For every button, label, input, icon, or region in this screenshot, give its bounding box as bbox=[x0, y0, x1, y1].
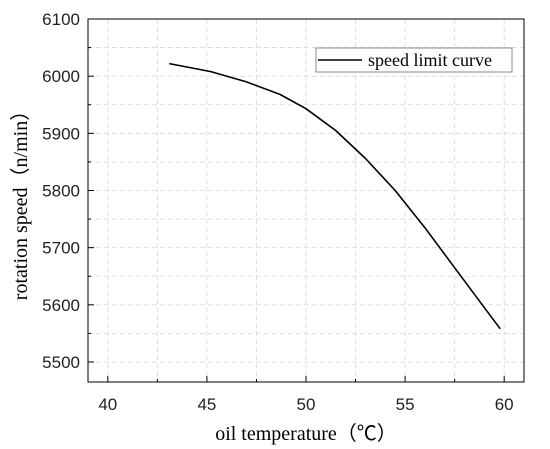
x-tick-label: 40 bbox=[98, 395, 117, 414]
y-tick-label: 6000 bbox=[42, 67, 80, 86]
y-tick-label: 5900 bbox=[42, 124, 80, 143]
x-tick-label: 45 bbox=[197, 395, 216, 414]
series-layer bbox=[169, 62, 501, 330]
x-axis-title: oil temperature（℃） bbox=[215, 422, 397, 445]
y-axis-title: rotation speed（n/min） bbox=[9, 101, 32, 300]
y-tick-label: 5700 bbox=[42, 239, 80, 258]
x-tick-label: 60 bbox=[495, 395, 514, 414]
legend-label-speed-limit-curve: speed limit curve bbox=[368, 50, 492, 70]
ticks: 40 45 50 55 60 5500 5600 5700 5800 5900 6000 6100 bbox=[42, 10, 513, 414]
y-tick-label: 5800 bbox=[42, 181, 80, 200]
grid bbox=[88, 18, 524, 382]
legend: speed limit curve bbox=[315, 47, 513, 73]
series-line-speed-limit-curve bbox=[169, 62, 501, 330]
y-tick-label: 5600 bbox=[42, 296, 80, 315]
x-tick-label: 50 bbox=[297, 395, 316, 414]
x-tick-label: 55 bbox=[396, 395, 415, 414]
y-tick-label: 6100 bbox=[42, 10, 80, 29]
y-tick-label: 5500 bbox=[42, 353, 80, 372]
